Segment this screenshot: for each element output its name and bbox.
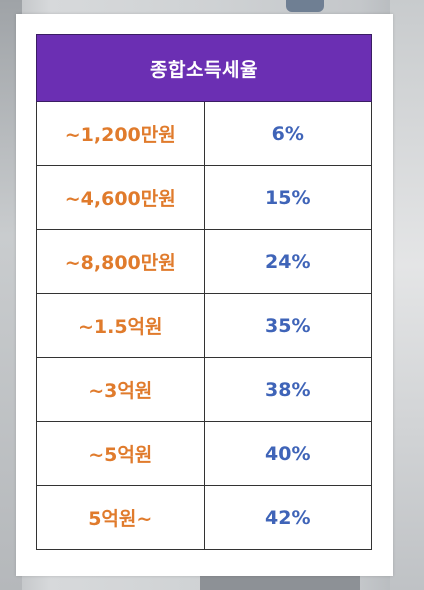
income-range-cell: ~1.5억원 — [36, 293, 205, 358]
tax-rate-cell: 15% — [203, 165, 372, 230]
table-row: ~5억원 40% — [36, 421, 372, 486]
income-range-cell: ~3억원 — [36, 357, 205, 422]
table-row: ~4,600만원 15% — [36, 165, 372, 230]
tax-rate-card: 종합소득세율 ~1,200만원 6% ~4,600만원 15% ~8,800만원… — [16, 14, 393, 576]
income-range-cell: ~4,600만원 — [36, 165, 205, 230]
tax-rate-cell: 24% — [203, 229, 372, 294]
tax-rate-cell: 35% — [203, 293, 372, 358]
tax-rate-cell: 6% — [203, 101, 372, 166]
income-range-cell: 5억원~ — [36, 485, 205, 550]
table-title: 종합소득세율 — [36, 34, 372, 102]
income-range-cell: ~5억원 — [36, 421, 205, 486]
table-row: ~1.5억원 35% — [36, 293, 372, 358]
table-header-row: 종합소득세율 — [36, 34, 372, 102]
table-row: 5억원~ 42% — [36, 485, 372, 550]
table-row: ~3억원 38% — [36, 357, 372, 422]
tax-rate-cell: 42% — [203, 485, 372, 550]
background-bottom-object — [200, 573, 360, 590]
income-range-cell: ~8,800만원 — [36, 229, 205, 294]
income-range-cell: ~1,200만원 — [36, 101, 205, 166]
tax-rate-cell: 40% — [203, 421, 372, 486]
table-row: ~8,800만원 24% — [36, 229, 372, 294]
tax-rate-cell: 38% — [203, 357, 372, 422]
background-top-object — [286, 0, 324, 12]
background-right — [390, 0, 424, 590]
income-tax-rate-table: 종합소득세율 ~1,200만원 6% ~4,600만원 15% ~8,800만원… — [36, 34, 372, 550]
table-row: ~1,200만원 6% — [36, 101, 372, 166]
